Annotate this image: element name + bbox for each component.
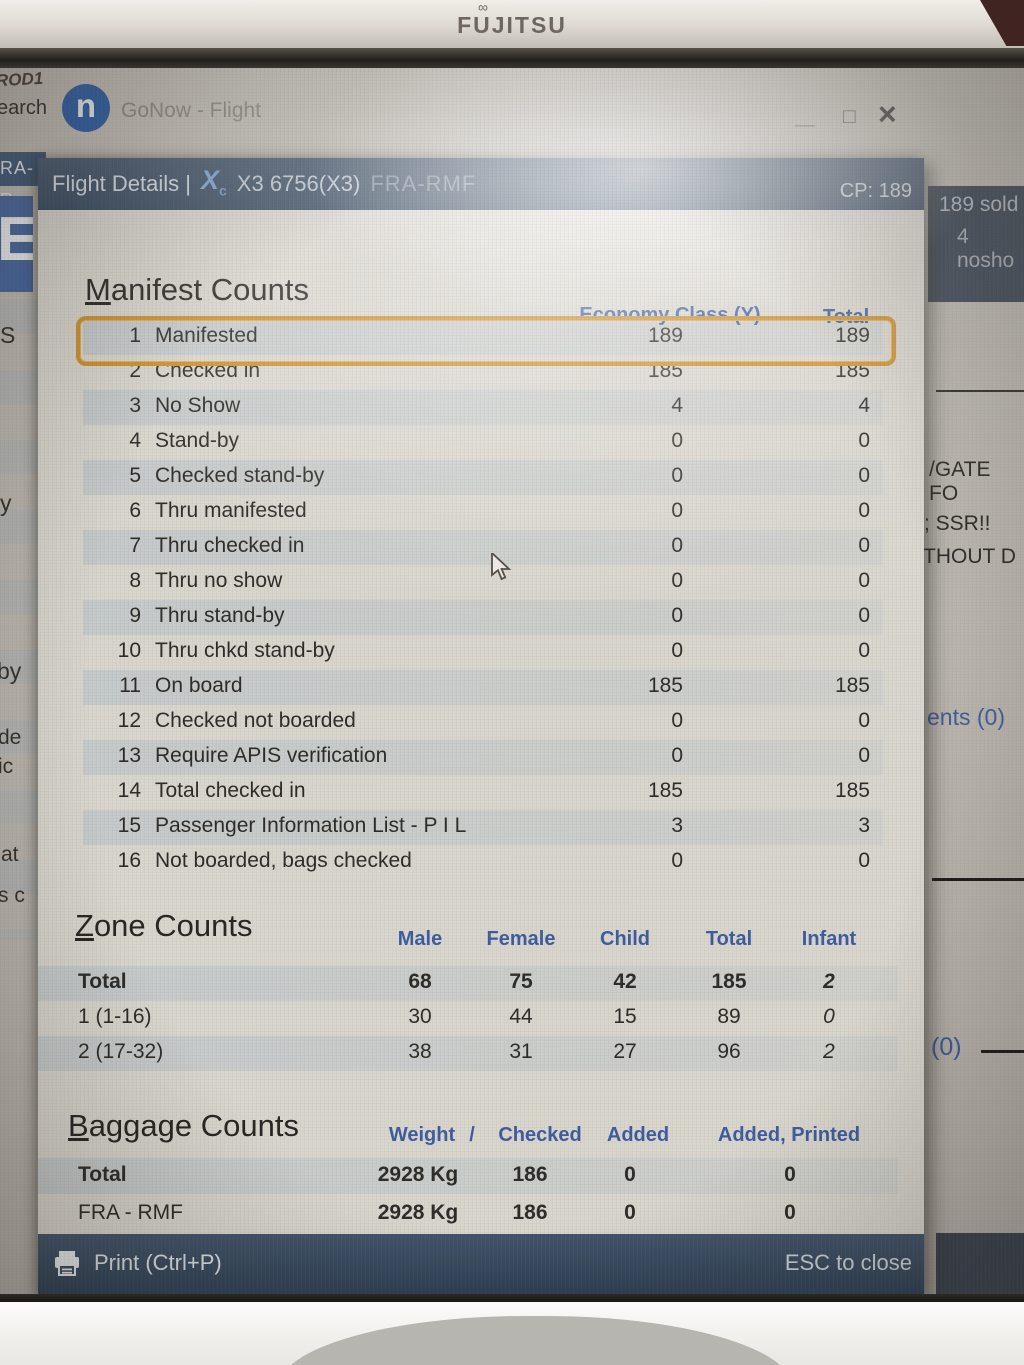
dialog-title-bar: Flight Details | Xc X3 6756(X3) FRA-RMF …	[38, 158, 924, 210]
zone-counts-heading: Zone Counts	[75, 908, 253, 943]
restore-button[interactable]: □	[843, 105, 856, 128]
manifest-counts-heading: Manifest Counts	[85, 272, 309, 307]
background-text-fragment: S	[0, 322, 16, 348]
flight-number: X3 6756(X3)	[236, 171, 361, 196]
manifest-row[interactable]: 7 Thru checked in 0 0	[83, 530, 883, 565]
divider-line	[981, 1050, 1024, 1053]
printer-icon	[55, 1251, 79, 1276]
print-button-label: Print (Ctrl+P)	[94, 1250, 222, 1275]
block-letter: E	[0, 205, 33, 274]
column-header-added: Added	[606, 1124, 670, 1146]
monitor-stand-shadow	[278, 1316, 793, 1365]
baggage-counts-heading: Baggage Counts	[68, 1108, 299, 1143]
manifest-row[interactable]: 13 Require APIS verification 0 0	[83, 740, 883, 775]
manifest-row[interactable]: 16 Not boarded, bags checked 0 0	[117, 849, 870, 872]
background-link-fragment[interactable]: ents (0)	[927, 704, 1005, 730]
manifest-row[interactable]: 3 No Show 4 4	[83, 390, 883, 425]
column-header-checked: Checked	[498, 1124, 582, 1146]
baggage-row: FRA - RMF 2928 Kg 186 0 0	[78, 1201, 796, 1224]
manifest-row[interactable]: 4 Stand-by 0 0	[129, 429, 870, 452]
close-button[interactable]: ×	[878, 96, 897, 132]
dialog-footer-bar: Print (Ctrl+P) ESC to close	[38, 1234, 924, 1296]
desktop-fragment-rod1: ROD1	[0, 68, 44, 91]
divider-line	[936, 390, 1024, 392]
flight-route: FRA-RMF	[370, 171, 477, 196]
flight-details-dialog: Flight Details | Xc X3 6756(X3) FRA-RMF …	[38, 158, 924, 1296]
mouse-cursor	[490, 550, 516, 586]
column-header-child: Child	[600, 928, 650, 950]
zone-row: 2 (17-32) 38 31 27 96 2	[38, 1036, 898, 1071]
zone-row: 1 (1-16) 30 44 15 89 0	[78, 1005, 835, 1028]
airline-logo-letter: X	[200, 165, 219, 196]
background-link-fragment[interactable]: (0)	[931, 1033, 962, 1061]
manifest-row[interactable]: 10 Thru chkd stand-by 0 0	[117, 639, 870, 662]
selected-row-highlight	[76, 316, 896, 366]
dialog-body: Manifest Counts Economy Class (Y) Total …	[38, 210, 924, 1234]
monitor-brand-logo: FUJITSU	[457, 12, 567, 38]
monitor-bezel-bottom	[0, 1302, 1024, 1365]
background-block-fragment: E	[0, 196, 33, 292]
app-window-title: GoNow - Flight	[121, 99, 262, 122]
sold-count: 189 sold	[939, 193, 1019, 216]
background-footer-block	[936, 1233, 1024, 1296]
background-text-fragment: at	[1, 843, 19, 866]
background-text-fragment: y	[0, 490, 12, 516]
zone-row-total: Total 68 75 42 185 2	[38, 966, 898, 1001]
monitor-bezel-top: ∞ FUJITSU	[0, 0, 1024, 48]
airline-logo-sub: c	[219, 182, 227, 199]
screen-top-edge	[0, 48, 1024, 68]
dialog-title: Flight Details |	[52, 171, 191, 196]
print-button[interactable]: Print (Ctrl+P)	[52, 1249, 222, 1277]
divider-line	[932, 878, 1024, 881]
manifest-row[interactable]: 12 Checked not boarded 0 0	[117, 709, 870, 732]
background-text-fragment: s c	[0, 884, 25, 907]
screen-bottom-edge	[0, 1294, 1024, 1304]
manifest-row[interactable]: 8 Thru no show 0 0	[129, 569, 870, 592]
column-header-male: Male	[397, 928, 443, 950]
airline-logo-icon: Xc	[201, 165, 227, 198]
background-note-fragment: THOUT D	[923, 545, 1016, 568]
column-header-slash: /	[469, 1124, 475, 1146]
background-note-fragment: ; SSR!!	[924, 512, 991, 535]
fujitsu-infinity-icon: ∞	[478, 0, 488, 15]
manifest-row[interactable]: 14 Total checked in 185 185	[117, 779, 870, 802]
manifest-row[interactable]: 9 Thru stand-by 0 0	[83, 600, 883, 635]
baggage-row-total: Total 2928 Kg 186 0 0	[38, 1158, 898, 1194]
manifest-row[interactable]: 6 Thru manifested 0 0	[129, 499, 870, 522]
background-note-fragment: /GATE FO	[929, 458, 991, 505]
background-text-fragment: by	[0, 658, 22, 684]
column-header-zone-total: Total	[705, 928, 753, 950]
column-header-added-printed: Added, Printed	[717, 1124, 861, 1146]
search-button-fragment[interactable]: earch	[0, 97, 48, 119]
minimize-button[interactable]: —	[795, 114, 815, 136]
gonow-app-logo-icon: n	[62, 84, 110, 132]
column-header-female: Female	[486, 928, 556, 950]
esc-to-close-hint: ESC to close	[784, 1250, 912, 1275]
cp-count: CP: 189	[839, 180, 912, 202]
background-text-fragment: ic	[0, 755, 14, 778]
sold-noshow-panel: 189 sold 4 nosho	[928, 186, 1024, 302]
background-text-fragment: de	[0, 726, 22, 749]
noshow-count: 4 nosho	[957, 225, 1015, 272]
column-header-infant: Infant	[801, 928, 857, 950]
manifest-row[interactable]: 5 Checked stand-by 0 0	[83, 460, 883, 495]
column-header-weight: Weight	[388, 1124, 456, 1146]
manifest-row[interactable]: 11 On board 185 185	[83, 670, 883, 705]
